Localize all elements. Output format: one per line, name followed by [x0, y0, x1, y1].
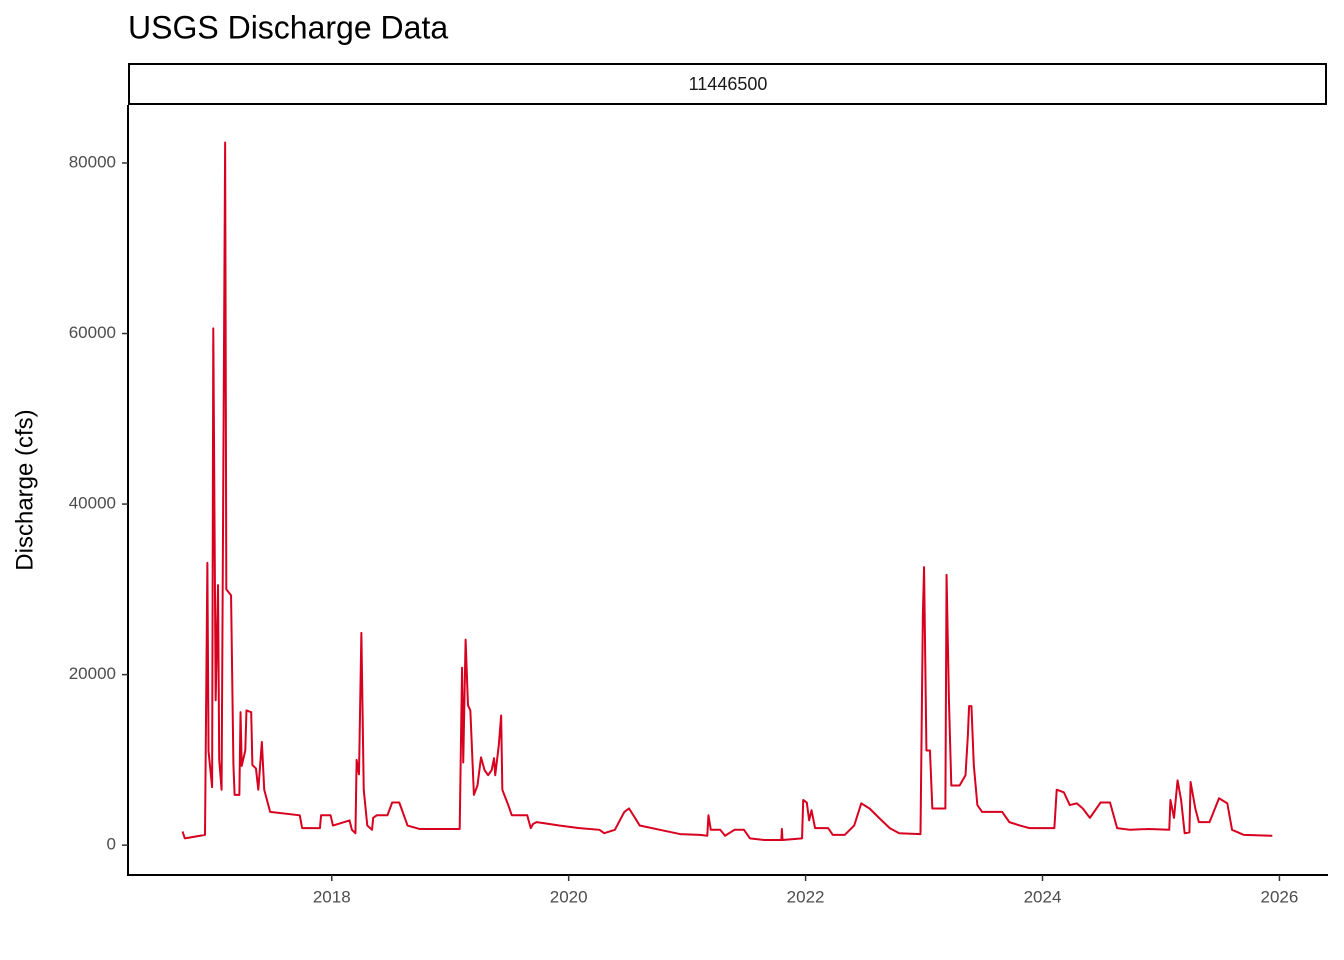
- y-tick-label: 80000: [69, 152, 116, 171]
- x-tick-label: 2020: [550, 887, 588, 906]
- y-axis-label: Discharge (cfs): [11, 409, 38, 570]
- x-tick-label: 2026: [1261, 887, 1299, 906]
- x-tick-label: 2018: [313, 887, 351, 906]
- y-tick-label: 40000: [69, 494, 116, 513]
- data-line: [181, 141, 1273, 842]
- x-tick-label: 2024: [1024, 887, 1062, 906]
- strip-label: 11446500: [689, 74, 768, 94]
- y-tick-label: 60000: [69, 323, 116, 342]
- facet-strip: [128, 63, 1327, 105]
- y-tick-label: 20000: [69, 664, 116, 683]
- x-tick-label: 2022: [787, 887, 825, 906]
- y-tick-label: 0: [107, 835, 116, 854]
- chart-title: USGS Discharge Data: [128, 9, 448, 45]
